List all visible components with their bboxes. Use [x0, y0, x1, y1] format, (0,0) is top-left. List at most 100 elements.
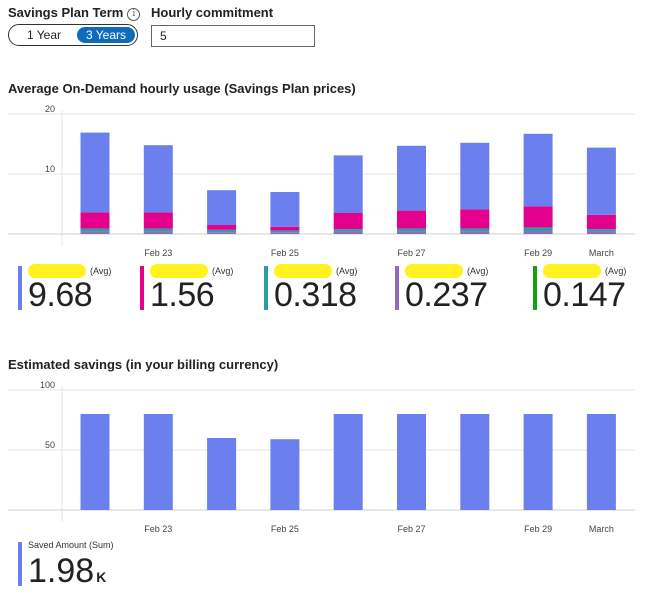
saved-amount-color-bar: [18, 542, 22, 586]
usage-chart-bar-1-segment-2: [80, 228, 110, 232]
usage-chart-bar-8-segment-3: [523, 206, 553, 228]
usage-chart-bar-1-segment-3: [80, 212, 110, 229]
usage-chart-bar-7-segment-1: [460, 231, 490, 234]
usage-chart-bar-6-segment-3: [397, 210, 426, 229]
metric-value: 1.56: [150, 276, 215, 314]
usage-metric-2: (Avg) 1.56: [140, 262, 258, 314]
redaction-mark: [28, 264, 86, 278]
usage-chart-bar-5-segment-4: [333, 155, 363, 213]
usage-chart-bar-4-segment-1: [270, 232, 300, 234]
usage-chart-bar-2-segment-2: [143, 228, 173, 232]
savings-chart: 50 100 Feb 23 Feb 25 Feb 27 Feb 29 March: [8, 380, 635, 534]
usage-chart-x-tick-label: Feb 25: [271, 248, 299, 258]
savings-chart-x-tick-label: Feb 27: [397, 524, 425, 534]
usage-chart-bar-4-segment-2: [270, 230, 300, 233]
savings-chart-bar-7: [460, 414, 490, 510]
savings-chart-title: Estimated savings (in your billing curre…: [8, 357, 279, 372]
hourly-commitment-input[interactable]: [151, 25, 315, 47]
usage-chart-bar-3-segment-1: [207, 232, 237, 234]
saved-amount-label: Saved Amount (Sum): [28, 540, 114, 550]
term-toggle[interactable]: 1 Year 3 Years: [8, 24, 138, 46]
redaction-mark: [274, 264, 332, 278]
metric-color-bar: [264, 266, 268, 310]
usage-chart-x-tick-label: Feb 27: [397, 248, 425, 258]
savings-chart-bar-6: [397, 414, 426, 510]
savings-chart-y-tick-label: 50: [45, 440, 55, 450]
hourly-commitment-label: Hourly commitment: [151, 5, 274, 20]
usage-chart-bar-6-segment-1: [397, 231, 426, 234]
usage-chart-bar-7-segment-3: [460, 209, 490, 229]
metric-value: 0.237: [405, 276, 488, 314]
usage-metric-4: (Avg) 0.237: [395, 262, 513, 314]
usage-chart-x-tick-label: Feb 29: [524, 248, 552, 258]
savings-chart-bar-4: [270, 439, 300, 510]
saved-amount-unit: K: [96, 569, 107, 585]
usage-chart-bar-8-segment-4: [523, 133, 553, 207]
saved-amount-value-row: 1.98 K: [28, 552, 106, 591]
term-option-1-year[interactable]: 1 Year: [26, 28, 62, 42]
savings-chart-bar-2: [143, 414, 173, 510]
savings-chart-y-tick-label: 100: [40, 380, 55, 390]
usage-chart-bar-1-segment-4: [80, 132, 110, 213]
usage-chart-bar-9-segment-3: [586, 214, 616, 230]
metric-aggregation: (Avg): [90, 266, 112, 276]
usage-chart-bar-6-segment-2: [397, 228, 426, 232]
usage-chart-bar-9-segment-4: [586, 147, 616, 215]
usage-chart-bar-6-segment-4: [397, 145, 426, 211]
usage-chart-bar-5-segment-1: [333, 231, 363, 234]
metric-aggregation: (Avg): [212, 266, 234, 276]
metric-color-bar: [395, 266, 399, 310]
usage-chart-bar-5-segment-3: [333, 213, 363, 230]
usage-chart-bar-1-segment-1: [80, 231, 110, 234]
savings-chart-bar-8: [523, 414, 553, 510]
metric-aggregation: (Avg): [336, 266, 358, 276]
usage-chart-bar-2-segment-4: [143, 145, 173, 213]
savings-chart-x-tick-label: Feb 29: [524, 524, 552, 534]
savings-chart-bar-9: [586, 414, 616, 510]
metric-aggregation: (Avg): [467, 266, 489, 276]
usage-chart-bar-2-segment-1: [143, 231, 173, 234]
usage-chart-bar-3-segment-3: [207, 225, 237, 230]
metric-value: 0.318: [274, 276, 357, 314]
usage-chart-bar-7-segment-2: [460, 228, 490, 232]
usage-chart-y-tick-label: 10: [45, 164, 55, 174]
usage-chart-bar-3-segment-4: [207, 190, 237, 225]
usage-chart-y-tick-label: 20: [45, 104, 55, 114]
savings-chart-x-tick-label: March: [589, 524, 614, 534]
savings-chart-x-tick-label: Feb 23: [144, 524, 172, 534]
metric-aggregation: (Avg): [605, 266, 627, 276]
usage-chart-bar-3-segment-2: [207, 229, 237, 233]
savings-chart-bar-5: [333, 414, 363, 510]
usage-metric-3: (Avg) 0.318: [264, 262, 382, 314]
redaction-mark: [405, 264, 463, 278]
term-option-3-years[interactable]: 3 Years: [77, 27, 135, 43]
savings-chart-x-tick-label: Feb 25: [271, 524, 299, 534]
usage-chart-title: Average On-Demand hourly usage (Savings …: [8, 81, 356, 96]
usage-metric-5: (Avg) 0.147: [533, 262, 645, 314]
usage-chart-bar-8-segment-1: [523, 231, 553, 234]
savings-chart-bar-3: [207, 438, 237, 510]
usage-metric-1: (Avg) 9.68: [18, 262, 136, 314]
savings-chart-bar-1: [80, 414, 110, 510]
usage-chart-bar-5-segment-2: [333, 229, 363, 232]
usage-chart-bar-4-segment-3: [270, 226, 300, 231]
info-icon[interactable]: i: [127, 8, 141, 21]
usage-chart-bar-4-segment-4: [270, 192, 300, 227]
term-label-row: Savings Plan Term i: [8, 5, 141, 21]
redaction-mark: [150, 264, 208, 278]
redaction-mark: [543, 264, 601, 278]
metric-value: 9.68: [28, 276, 93, 314]
usage-chart-bar-8-segment-2: [523, 227, 553, 231]
usage-chart-bar-9-segment-1: [586, 231, 616, 234]
metric-value: 0.147: [543, 276, 626, 314]
usage-chart-bar-9-segment-2: [586, 229, 616, 232]
usage-chart-x-tick-label: March: [589, 248, 614, 258]
metric-color-bar: [533, 266, 537, 310]
term-label: Savings Plan Term: [8, 5, 124, 20]
saved-amount-value: 1.98: [28, 552, 95, 590]
metric-color-bar: [18, 266, 22, 310]
usage-chart-x-tick-label: Feb 23: [144, 248, 172, 258]
usage-chart: 10 20 Feb 23 Feb 25 Feb 27 Feb 29 March: [8, 104, 635, 258]
usage-chart-bar-7-segment-4: [460, 142, 490, 210]
usage-chart-bar-2-segment-3: [143, 212, 173, 229]
